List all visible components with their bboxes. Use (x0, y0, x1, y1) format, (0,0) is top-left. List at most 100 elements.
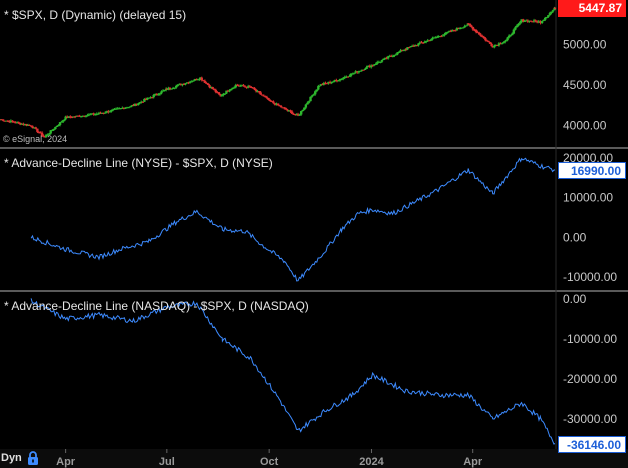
candle-body (100, 112, 104, 114)
candle-body (283, 107, 286, 109)
candle-body (443, 34, 446, 36)
candle-body (214, 89, 217, 93)
candle-body (87, 114, 91, 116)
candle-body (242, 85, 245, 87)
candle-body (209, 86, 213, 88)
candle-body (8, 120, 11, 123)
candle-body (333, 80, 336, 82)
candle-body (205, 82, 208, 84)
candle-body (482, 36, 486, 39)
candle-body (265, 97, 269, 99)
candle-body (496, 45, 499, 47)
candle-body (523, 20, 526, 22)
candle-body (107, 111, 110, 113)
candle-body (397, 51, 401, 53)
candle-body (390, 55, 393, 57)
candle-body (83, 115, 86, 117)
dynamic-mode-label[interactable]: Dyn (1, 452, 22, 464)
candle-body (72, 116, 75, 118)
candle-body (124, 107, 127, 109)
candle-body (136, 103, 140, 106)
nyse-ad-chart-title: * Advance-Decline Line (NYSE) - $SPX, D … (4, 156, 273, 170)
y-tick-label: -30000.00 (563, 412, 617, 426)
candle-body (261, 94, 264, 96)
candle-body (529, 20, 533, 22)
candle-body (22, 123, 25, 125)
candle-body (167, 87, 170, 90)
candle-body (173, 87, 176, 89)
candle-body (415, 44, 419, 46)
y-tick-label: 4000.00 (563, 119, 607, 133)
candle-body (547, 15, 550, 18)
candle-body (95, 113, 98, 115)
candle-body (511, 33, 514, 36)
y-tick-label: 10000.00 (563, 191, 613, 205)
candle-body (81, 115, 84, 117)
candle-body (421, 42, 425, 44)
candle-body (466, 23, 470, 26)
candle-body (374, 63, 377, 65)
candle-body (39, 132, 42, 134)
candle-body (275, 103, 278, 105)
candle-body (447, 31, 451, 33)
candle-body (86, 115, 89, 117)
lock-icon[interactable] (26, 451, 40, 466)
candle-body (365, 66, 368, 70)
candle-body (314, 91, 317, 95)
candle-body (67, 116, 70, 119)
candle-body (499, 43, 502, 45)
x-tick-label: Jul (159, 456, 175, 468)
candle-body (110, 110, 113, 112)
candle-body (57, 124, 60, 126)
candle-body (518, 22, 522, 24)
candle-body (5, 120, 8, 122)
candle-body (135, 103, 138, 106)
y-tick-label: -20000.00 (563, 372, 617, 386)
candle-body (471, 27, 475, 30)
candle-body (412, 45, 415, 47)
candle-body (122, 107, 126, 109)
candle-body (174, 85, 178, 88)
candle-body (525, 20, 528, 22)
candle-body (286, 109, 289, 111)
y-tick-label: -10000.00 (563, 332, 617, 346)
x-tick-label: Oct (260, 456, 279, 468)
candle-body (307, 101, 311, 103)
candle-body (385, 57, 388, 59)
candle-body (544, 17, 547, 20)
candle-body (345, 76, 348, 78)
candle-body (138, 102, 141, 104)
candle-body (321, 84, 324, 86)
candle-body (276, 103, 280, 106)
candle-body (318, 85, 321, 87)
candle-body (532, 20, 536, 22)
candle-body (425, 40, 428, 42)
candle-body (11, 120, 14, 122)
candle-body (370, 65, 373, 68)
candle-body (332, 81, 335, 83)
candle-body (281, 107, 284, 109)
candle-body (190, 81, 193, 83)
candle-body (184, 83, 187, 85)
candle-body (108, 111, 112, 113)
candle-body (195, 79, 198, 81)
candle-body (58, 122, 62, 125)
candle-body (257, 91, 261, 93)
candle-body (455, 28, 459, 31)
candle-body (553, 7, 557, 9)
candle-body (309, 96, 312, 102)
candle-body (150, 97, 154, 99)
candle-body (548, 13, 552, 16)
candle-body (94, 114, 97, 116)
candle-body (51, 130, 54, 132)
candle-body (28, 124, 31, 126)
candle-body (198, 79, 201, 81)
candle-body (301, 109, 304, 112)
candle-body (382, 58, 385, 61)
candle-body (17, 122, 20, 124)
candle-body (102, 112, 105, 114)
candle-body (149, 97, 152, 99)
candle-body (418, 42, 422, 44)
candle-body (217, 92, 221, 95)
candle-body (306, 102, 309, 105)
